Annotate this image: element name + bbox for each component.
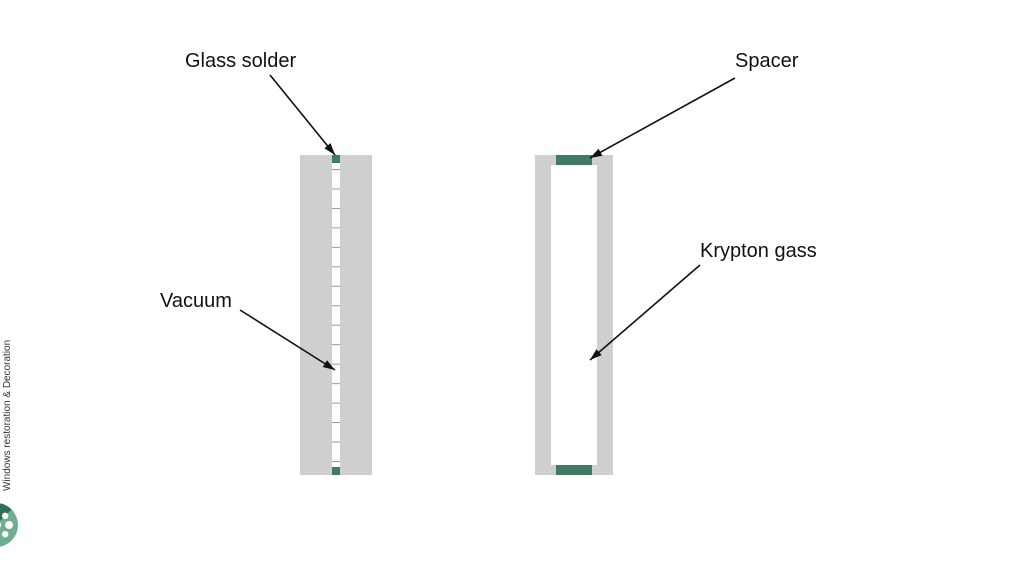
label-vacuum: Vacuum: [160, 290, 232, 313]
label-krypton: Krypton gass: [700, 240, 817, 263]
brand-logo: CHAMELEON Windows restoration & Decorati…: [0, 340, 20, 549]
diagram-svg: [0, 0, 1024, 569]
label-glass-solder: Glass solder: [185, 50, 296, 73]
chameleon-icon: [0, 501, 20, 549]
brand-text: CHAMELEON Windows restoration & Decorati…: [0, 340, 13, 491]
label-spacer: Spacer: [735, 50, 798, 73]
brand-title: CHAMELEON: [0, 340, 1, 491]
brand-subtitle: Windows restoration & Decoration: [3, 340, 13, 491]
